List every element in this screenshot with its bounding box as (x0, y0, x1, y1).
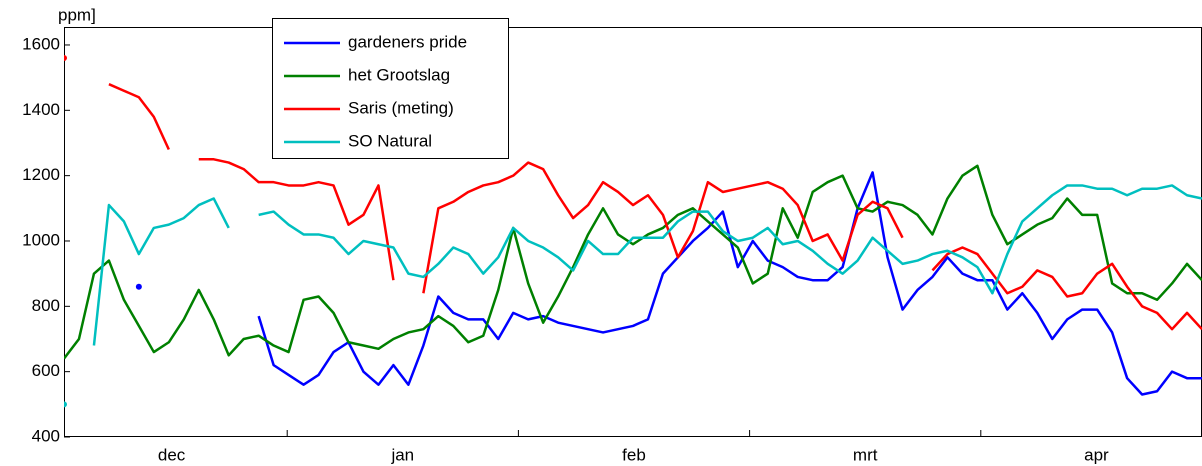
y-tick-label: 1600 (22, 34, 60, 53)
data-point (64, 55, 67, 62)
plot-area (64, 55, 1202, 408)
series-line (258, 184, 1202, 295)
legend: gardeners pride het Grootslag Saris (metin… (272, 18, 509, 159)
legend-label: het Grootslag (348, 65, 450, 84)
y-tick-label: 1000 (22, 230, 60, 249)
plot-frame (64, 27, 1202, 437)
series-line (108, 83, 170, 151)
y-tick-label: 800 (32, 296, 60, 315)
x-tick-label: mrt (853, 445, 878, 464)
x-tick-label: jan (390, 445, 414, 464)
x-tick-label: apr (1084, 445, 1109, 464)
legend-label: gardeners pride (348, 32, 467, 51)
y-tick-label: 1400 (22, 100, 60, 119)
series-line (198, 158, 395, 281)
y-tick-label: 400 (32, 426, 60, 445)
y-axis-label: ppm] (58, 5, 96, 24)
series-line (422, 161, 904, 294)
x-tick-label: dec (158, 445, 186, 464)
legend-label: SO Natural (348, 131, 432, 150)
y-tick-label: 1200 (22, 165, 60, 184)
x-tick-label: feb (622, 445, 646, 464)
legend-label: Saris (meting) (348, 98, 454, 117)
series-line (92, 197, 230, 346)
data-point (64, 401, 67, 408)
y-tick-label: 600 (32, 361, 60, 380)
series-line (931, 246, 1202, 331)
data-point (135, 283, 142, 290)
